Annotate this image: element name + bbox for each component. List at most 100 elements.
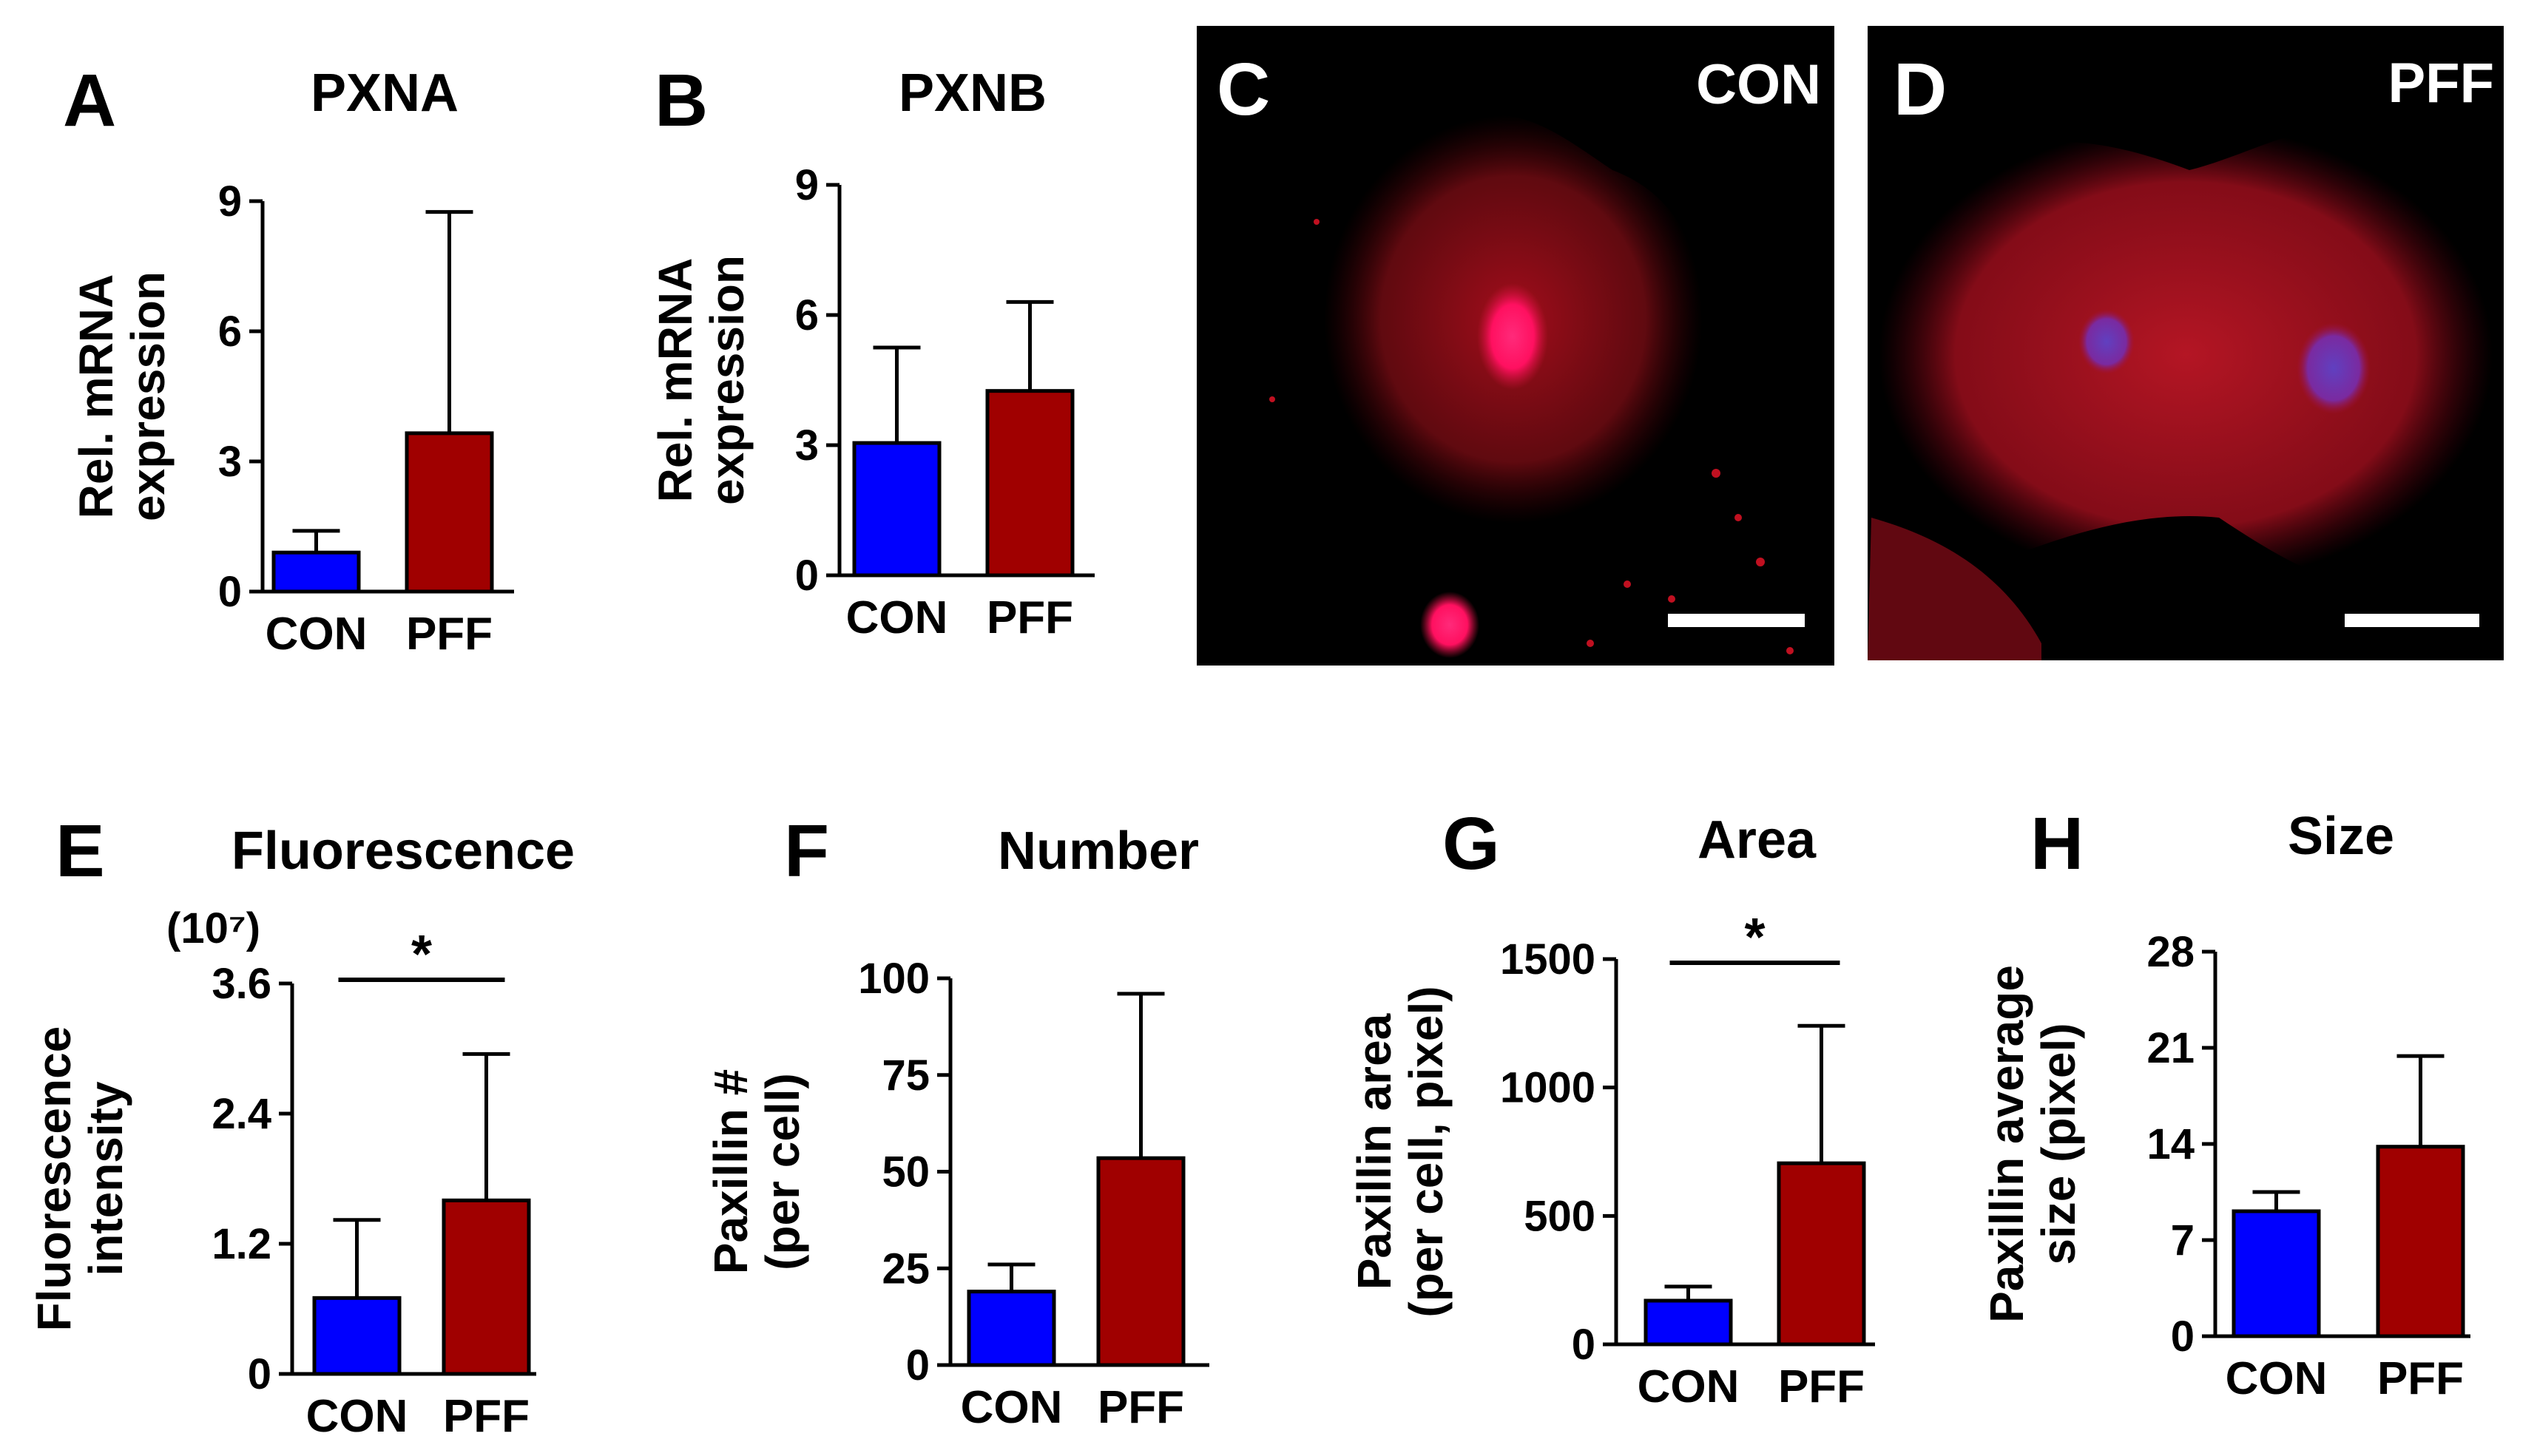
y-axis-label-line: Rel. mRNA: [649, 258, 702, 503]
category-label: CON: [846, 592, 948, 643]
scale-bar: [2345, 614, 2479, 627]
chart-f: CON PFF 0 25 50 75 100 Paxillin #(per cell): [704, 955, 1209, 1433]
chart-title: PXNB: [899, 64, 1047, 123]
bar-pff: [2376, 1145, 2465, 1338]
panel-g: G Area CON PFF 0 500 1000 1500 Paxillin area(p…: [1348, 802, 1875, 1412]
cell-edge-pff: [1868, 518, 2041, 660]
chart-title: Number: [998, 822, 1199, 881]
chart-title: Area: [1697, 810, 1817, 870]
category-label: CON: [961, 1382, 1063, 1433]
y-axis-label-line: Rel. mRNA: [70, 274, 123, 519]
y-tick-label: 0: [248, 1350, 271, 1398]
y-tick-label: 50: [882, 1148, 930, 1196]
bar-con: [2232, 1209, 2321, 1338]
y-tick-label: 1.2: [212, 1220, 271, 1268]
panel-h: H Size CON PFF 0 7 14 21 28 Paxillin averagesiz…: [1980, 802, 2470, 1404]
bar-con: [852, 441, 942, 578]
bar-con: [271, 550, 361, 594]
y-axis-label: Paxillin area(per cell, pixel): [1348, 986, 1453, 1317]
y-tick-label: 9: [795, 161, 819, 209]
chart-e: CON PFF 0 1.2 2.4 3.6 Fluorescenceintensity *: [27, 925, 536, 1442]
chart-h: CON PFF 0 7 14 21 28 Paxillin averagesize (pixe…: [1980, 928, 2470, 1404]
category-label: PFF: [443, 1391, 530, 1442]
y-axis-label-line: (per cell): [756, 1073, 809, 1270]
panel-letter-d: D: [1894, 48, 1947, 131]
y-tick-label: 0: [906, 1341, 930, 1389]
bar-pff: [985, 389, 1075, 578]
y-tick-label: 25: [882, 1245, 930, 1293]
y-tick-label: 0: [1572, 1321, 1595, 1369]
y-tick-label: 9: [218, 177, 242, 226]
chart-title: PXNA: [311, 64, 459, 123]
y-axis-label-line: size (pixel): [2032, 1023, 2085, 1264]
y-tick-label: 100: [858, 955, 930, 1003]
panel-letter-f: F: [784, 810, 829, 893]
panel-letter-e: E: [55, 810, 105, 893]
y-tick-label: 21: [2146, 1024, 2195, 1072]
y-axis-label: Rel. mRNAexpression: [70, 271, 175, 521]
y-axis-label: Paxillin averagesize (pixel): [1980, 965, 2085, 1323]
chart-title: Size: [2288, 807, 2394, 866]
y-tick-label: 500: [1524, 1192, 1595, 1240]
panel-letter-h: H: [2030, 802, 2084, 885]
bar-con: [967, 1290, 1056, 1367]
y-axis-label: Paxillin #(per cell): [704, 1069, 809, 1274]
category-label: PFF: [2377, 1353, 2464, 1404]
panel-c-micrograph: C CON: [1197, 26, 1834, 666]
chart-b: CON PFF 0 3 6 9 Rel. mRNAexpression: [649, 161, 1095, 643]
y-tick-label: 2.4: [212, 1090, 271, 1138]
paxillin-speckles: [1269, 219, 1794, 654]
significance-star: *: [411, 925, 432, 984]
y-axis-label-line: expression: [700, 255, 754, 505]
y-tick-label: 3: [795, 421, 819, 470]
cell-nucleus-pff-2: [2297, 322, 2371, 414]
y-tick-label: 1500: [1500, 935, 1595, 983]
cell-bodies-pff: [1879, 124, 2493, 584]
panel-letter-c: C: [1217, 48, 1270, 131]
y-axis-label-line: expression: [121, 271, 175, 521]
cell-nucleus-con-2: [1420, 592, 1479, 658]
axis-exponent-note: (10⁷): [166, 904, 260, 952]
bar-pff: [405, 431, 494, 594]
category-label: CON: [266, 609, 368, 660]
bar-con: [1644, 1298, 1733, 1347]
panel-b: B PXNB CON PFF 0 3 6 9 Rel. mRNAexpression: [649, 59, 1095, 643]
chart-g: CON PFF 0 500 1000 1500 Paxillin area(per cell…: [1348, 908, 1875, 1412]
bar-con: [312, 1296, 402, 1376]
y-tick-label: 6: [218, 308, 242, 356]
significance-star: *: [1744, 908, 1765, 967]
y-axis-label-line: Paxillin average: [1980, 965, 2033, 1323]
y-axis-label: Rel. mRNAexpression: [649, 255, 754, 505]
category-label: PFF: [987, 592, 1073, 643]
panel-letter-g: G: [1442, 802, 1500, 885]
y-axis-label: Fluorescenceintensity: [27, 1026, 132, 1332]
y-tick-label: 1000: [1500, 1064, 1595, 1112]
panel-letter-b: B: [655, 59, 708, 142]
y-axis-label-line: Fluorescence: [27, 1026, 81, 1332]
y-tick-label: 0: [218, 568, 242, 616]
category-label: PFF: [1098, 1382, 1184, 1433]
chart-title: Fluorescence: [232, 822, 575, 881]
cell-nucleus-con: [1477, 283, 1548, 390]
y-tick-label: 28: [2146, 928, 2195, 976]
condition-label-pff: PFF: [2388, 52, 2494, 115]
panel-f: F Number CON PFF 0 25 50 75 100 Paxillin #(per …: [704, 810, 1209, 1433]
cell-nucleus-pff-1: [2078, 309, 2135, 374]
panel-d-micrograph: D PFF: [1868, 26, 2504, 660]
panel-e: E Fluorescence (10⁷) CON PFF 0 1.2 2.4 3.6 Flu…: [27, 810, 575, 1442]
category-label: PFF: [406, 609, 493, 660]
y-axis-label-line: (per cell, pixel): [1399, 986, 1453, 1317]
scale-bar: [1668, 614, 1805, 627]
chart-a: CON PFF 0 3 6 9 Rel. mRNAexpression: [70, 177, 514, 660]
y-tick-label: 3.6: [212, 960, 271, 1008]
y-axis-label-line: intensity: [79, 1081, 132, 1276]
panel-a: A PXNA CON PFF 0 3 6 9 Rel. mRNAexpression: [63, 59, 514, 660]
bar-pff: [1096, 1156, 1186, 1367]
y-tick-label: 75: [882, 1052, 930, 1100]
category-label: CON: [2226, 1353, 2328, 1404]
y-tick-label: 3: [218, 438, 242, 486]
y-tick-label: 6: [795, 291, 819, 339]
bar-pff: [1777, 1161, 1866, 1347]
y-tick-label: 14: [2146, 1120, 2195, 1168]
